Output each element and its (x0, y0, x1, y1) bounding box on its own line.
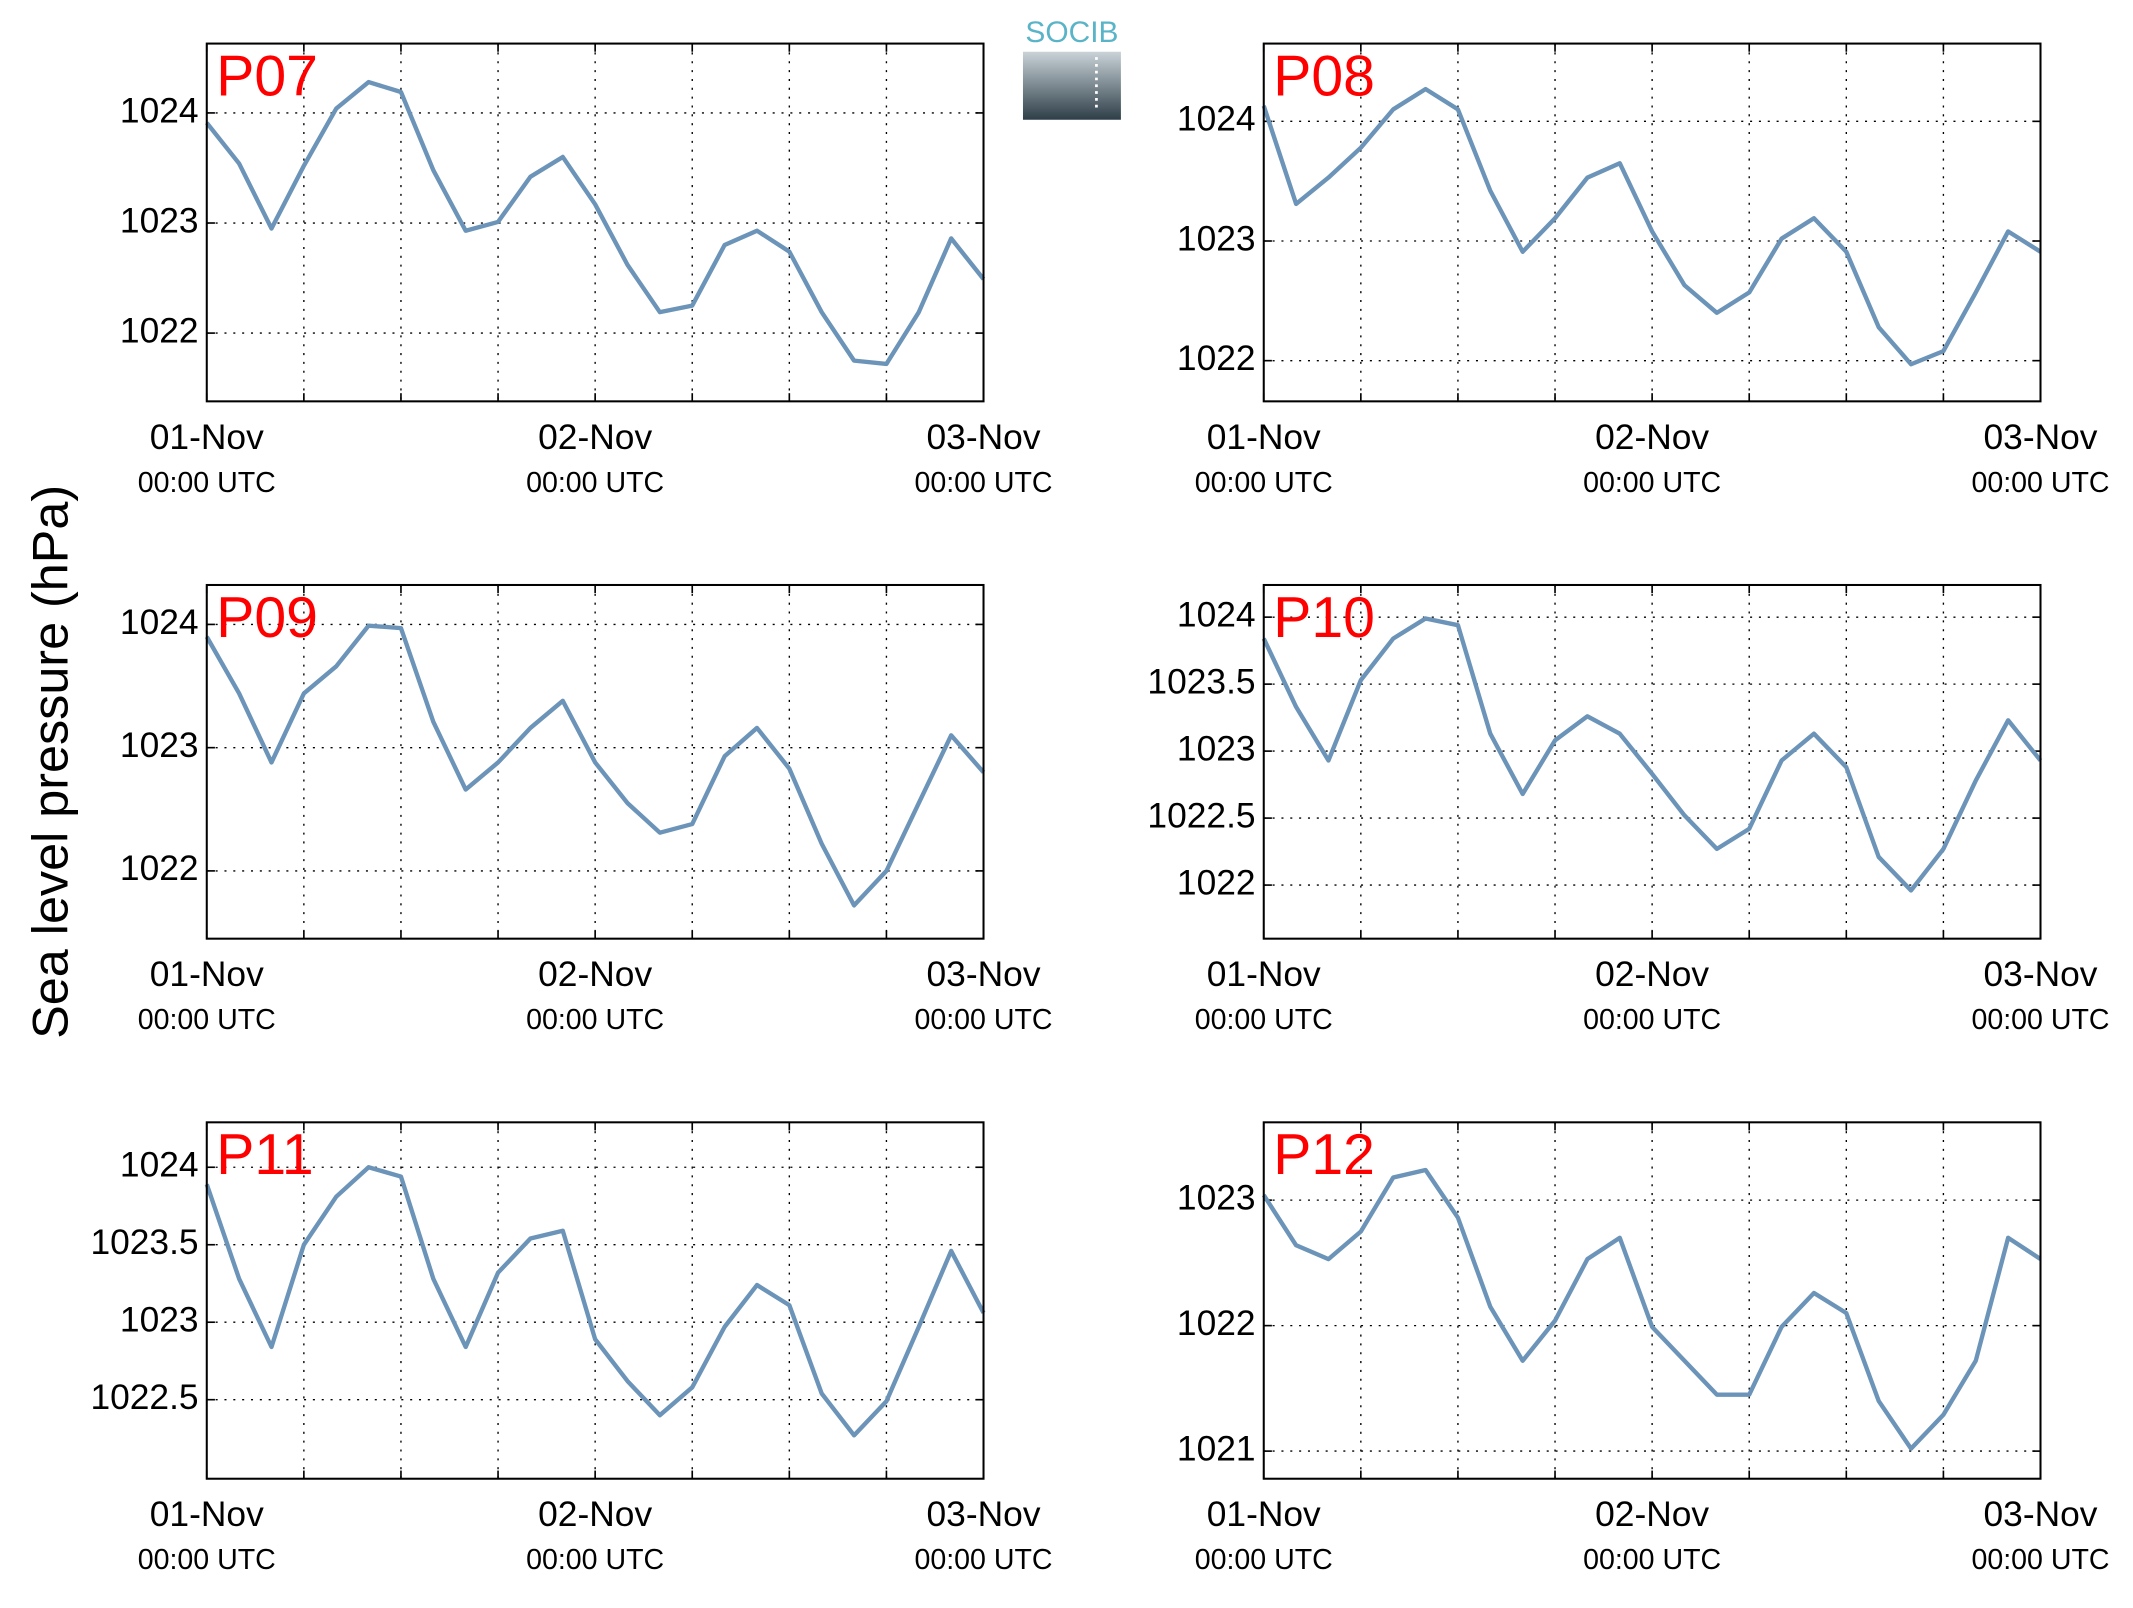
x-tick-label: 01-Nov (1207, 418, 1321, 457)
data-line (1261, 1167, 2042, 1451)
panel-title: P11 (216, 1123, 313, 1187)
x-tick-label: 02-Nov (538, 1495, 652, 1534)
x-tick-sublabel: 00:00 UTC (526, 467, 664, 499)
x-tick-label: 02-Nov (1595, 1495, 1709, 1534)
panel-title: P12 (1273, 1123, 1375, 1187)
x-tick-label: 03-Nov (927, 1495, 1041, 1534)
x-tick-sublabel: 00:00 UTC (138, 1004, 276, 1036)
data-line (1261, 86, 2042, 367)
y-tick-label: 1023 (1177, 1178, 1256, 1217)
x-tick-sublabel: 00:00 UTC (1583, 1004, 1721, 1036)
x-tick-sublabel: 00:00 UTC (526, 1544, 664, 1576)
panel-title: P08 (1273, 44, 1375, 108)
x-tick-sublabel: 00:00 UTC (1971, 1004, 2109, 1036)
logo-text: SOCIB (1025, 16, 1118, 49)
y-tick-label: 1022 (1177, 863, 1256, 902)
y-tick-label: 1022.5 (90, 1378, 198, 1417)
x-tick-label: 01-Nov (1207, 1495, 1321, 1534)
x-tick-label: 03-Nov (1983, 418, 2097, 457)
y-tick-label: 1024 (120, 603, 199, 642)
y-axis-label: Sea level pressure (hPa) (22, 485, 79, 1039)
axes-frame (205, 1121, 985, 1480)
x-tick-sublabel: 00:00 UTC (914, 1004, 1052, 1036)
x-tick-label: 02-Nov (1595, 418, 1709, 457)
x-tick-sublabel: 00:00 UTC (1583, 467, 1721, 499)
y-tick-label: 1023 (120, 726, 199, 765)
x-tick-label: 03-Nov (1983, 955, 2097, 994)
y-tick-label: 1023.5 (1147, 662, 1255, 701)
x-tick-label: 02-Nov (538, 418, 652, 457)
y-tick-label: 1022 (120, 849, 199, 888)
y-tick-label: 1024 (120, 1146, 199, 1185)
x-tick-sublabel: 00:00 UTC (138, 1544, 276, 1576)
x-tick-sublabel: 00:00 UTC (914, 1544, 1052, 1576)
x-tick-sublabel: 00:00 UTC (914, 467, 1052, 499)
x-tick-sublabel: 00:00 UTC (138, 467, 276, 499)
panel-title: P10 (1273, 586, 1375, 650)
x-tick-label: 03-Nov (1983, 1495, 2097, 1534)
x-tick-label: 01-Nov (150, 418, 264, 457)
x-tick-sublabel: 00:00 UTC (1583, 1544, 1721, 1576)
panel-title: P09 (216, 586, 318, 650)
y-tick-label: 1022 (120, 311, 199, 350)
x-tick-sublabel: 00:00 UTC (526, 1004, 664, 1036)
y-tick-label: 1021 (1177, 1429, 1256, 1468)
axes-frame (205, 42, 985, 403)
y-tick-label: 1023 (1177, 219, 1256, 258)
x-tick-sublabel: 00:00 UTC (1971, 467, 2109, 499)
axes-frame (1262, 1121, 2042, 1480)
y-tick-label: 1023 (120, 1301, 199, 1340)
y-tick-label: 1023.5 (90, 1223, 198, 1262)
x-tick-sublabel: 00:00 UTC (1195, 1544, 1333, 1576)
data-line (1261, 616, 2043, 893)
x-tick-sublabel: 00:00 UTC (1195, 1004, 1333, 1036)
axes-frame (1262, 583, 2042, 940)
x-tick-label: 02-Nov (538, 955, 652, 994)
axes-frame (205, 583, 985, 940)
y-tick-label: 1023 (1177, 729, 1256, 768)
y-tick-label: 1024 (1177, 100, 1256, 139)
x-tick-label: 01-Nov (150, 1495, 264, 1534)
x-tick-label: 01-Nov (150, 955, 264, 994)
data-line (204, 1165, 986, 1438)
y-tick-label: 1024 (120, 91, 199, 130)
x-tick-label: 03-Nov (927, 418, 1041, 457)
y-tick-label: 1024 (1177, 595, 1256, 634)
y-tick-label: 1022 (1177, 339, 1256, 378)
axes-frame (1262, 42, 2042, 403)
data-line (204, 623, 986, 908)
data-line (205, 79, 986, 367)
x-tick-label: 01-Nov (1207, 955, 1321, 994)
logo-box (1022, 51, 1121, 120)
x-tick-label: 03-Nov (927, 955, 1041, 994)
y-tick-label: 1023 (120, 201, 199, 240)
x-tick-label: 02-Nov (1595, 955, 1709, 994)
y-tick-label: 1022 (1177, 1304, 1256, 1343)
panel-title: P07 (216, 44, 318, 108)
x-tick-sublabel: 00:00 UTC (1971, 1544, 2109, 1576)
x-tick-sublabel: 00:00 UTC (1195, 467, 1333, 499)
y-tick-label: 1022.5 (1147, 796, 1255, 835)
